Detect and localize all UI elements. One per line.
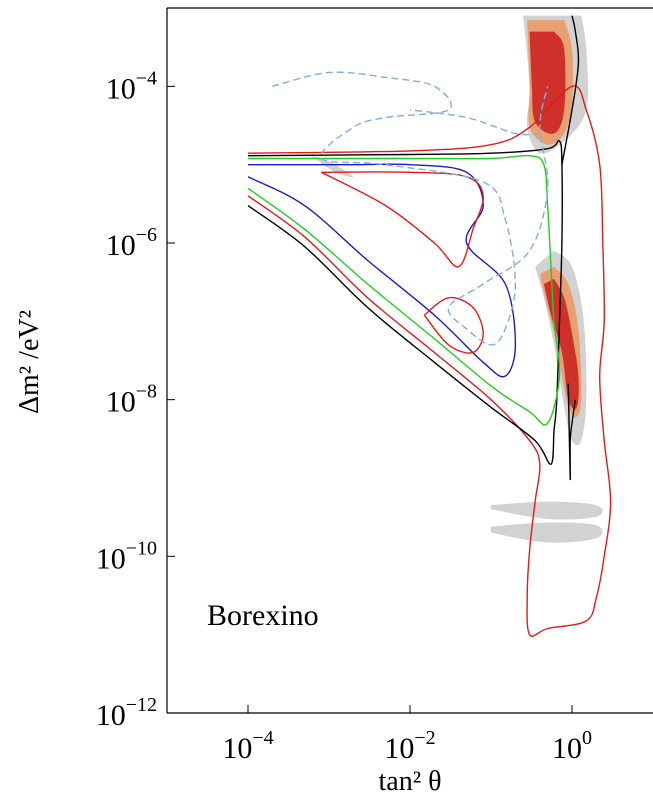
filled-region-7 [491,501,603,520]
x-tick-label-2: 100 [552,727,592,765]
contour-line-2 [561,15,580,165]
y-tick-label-4: 10−4 [106,67,157,105]
contour-line-5 [247,163,517,378]
y-tick-label-0: 10−12 [96,694,157,732]
y-axis-ticks: 10−12 10−10 10−8 10−6 10−4 [96,67,175,732]
y-tick-label-2: 10−8 [106,381,157,419]
contour-line-3 [567,383,577,481]
x-axis-label: tan² θ [378,766,441,797]
contour-line-8 [272,71,549,346]
contour-line-6 [320,171,484,268]
filled-region-8 [491,522,603,543]
y-tick-label-1: 10−10 [96,537,157,575]
x-tick-label-1: 10−2 [384,727,435,765]
contour-line-9 [409,109,540,136]
filled-region-2 [529,31,566,134]
y-axis-label: Δm² /eV² [14,310,45,414]
y-tick-label-3: 10−6 [106,224,157,262]
x-tick-label-0: 10−4 [222,727,273,765]
contour-lines [247,15,612,637]
contour-line-0 [247,85,612,637]
annotation-borexino: Borexino [207,599,319,632]
x-axis-ticks: 10−4 10−2 100 [222,705,592,765]
contour-line-7 [423,296,484,354]
contour-line-4 [247,154,561,426]
